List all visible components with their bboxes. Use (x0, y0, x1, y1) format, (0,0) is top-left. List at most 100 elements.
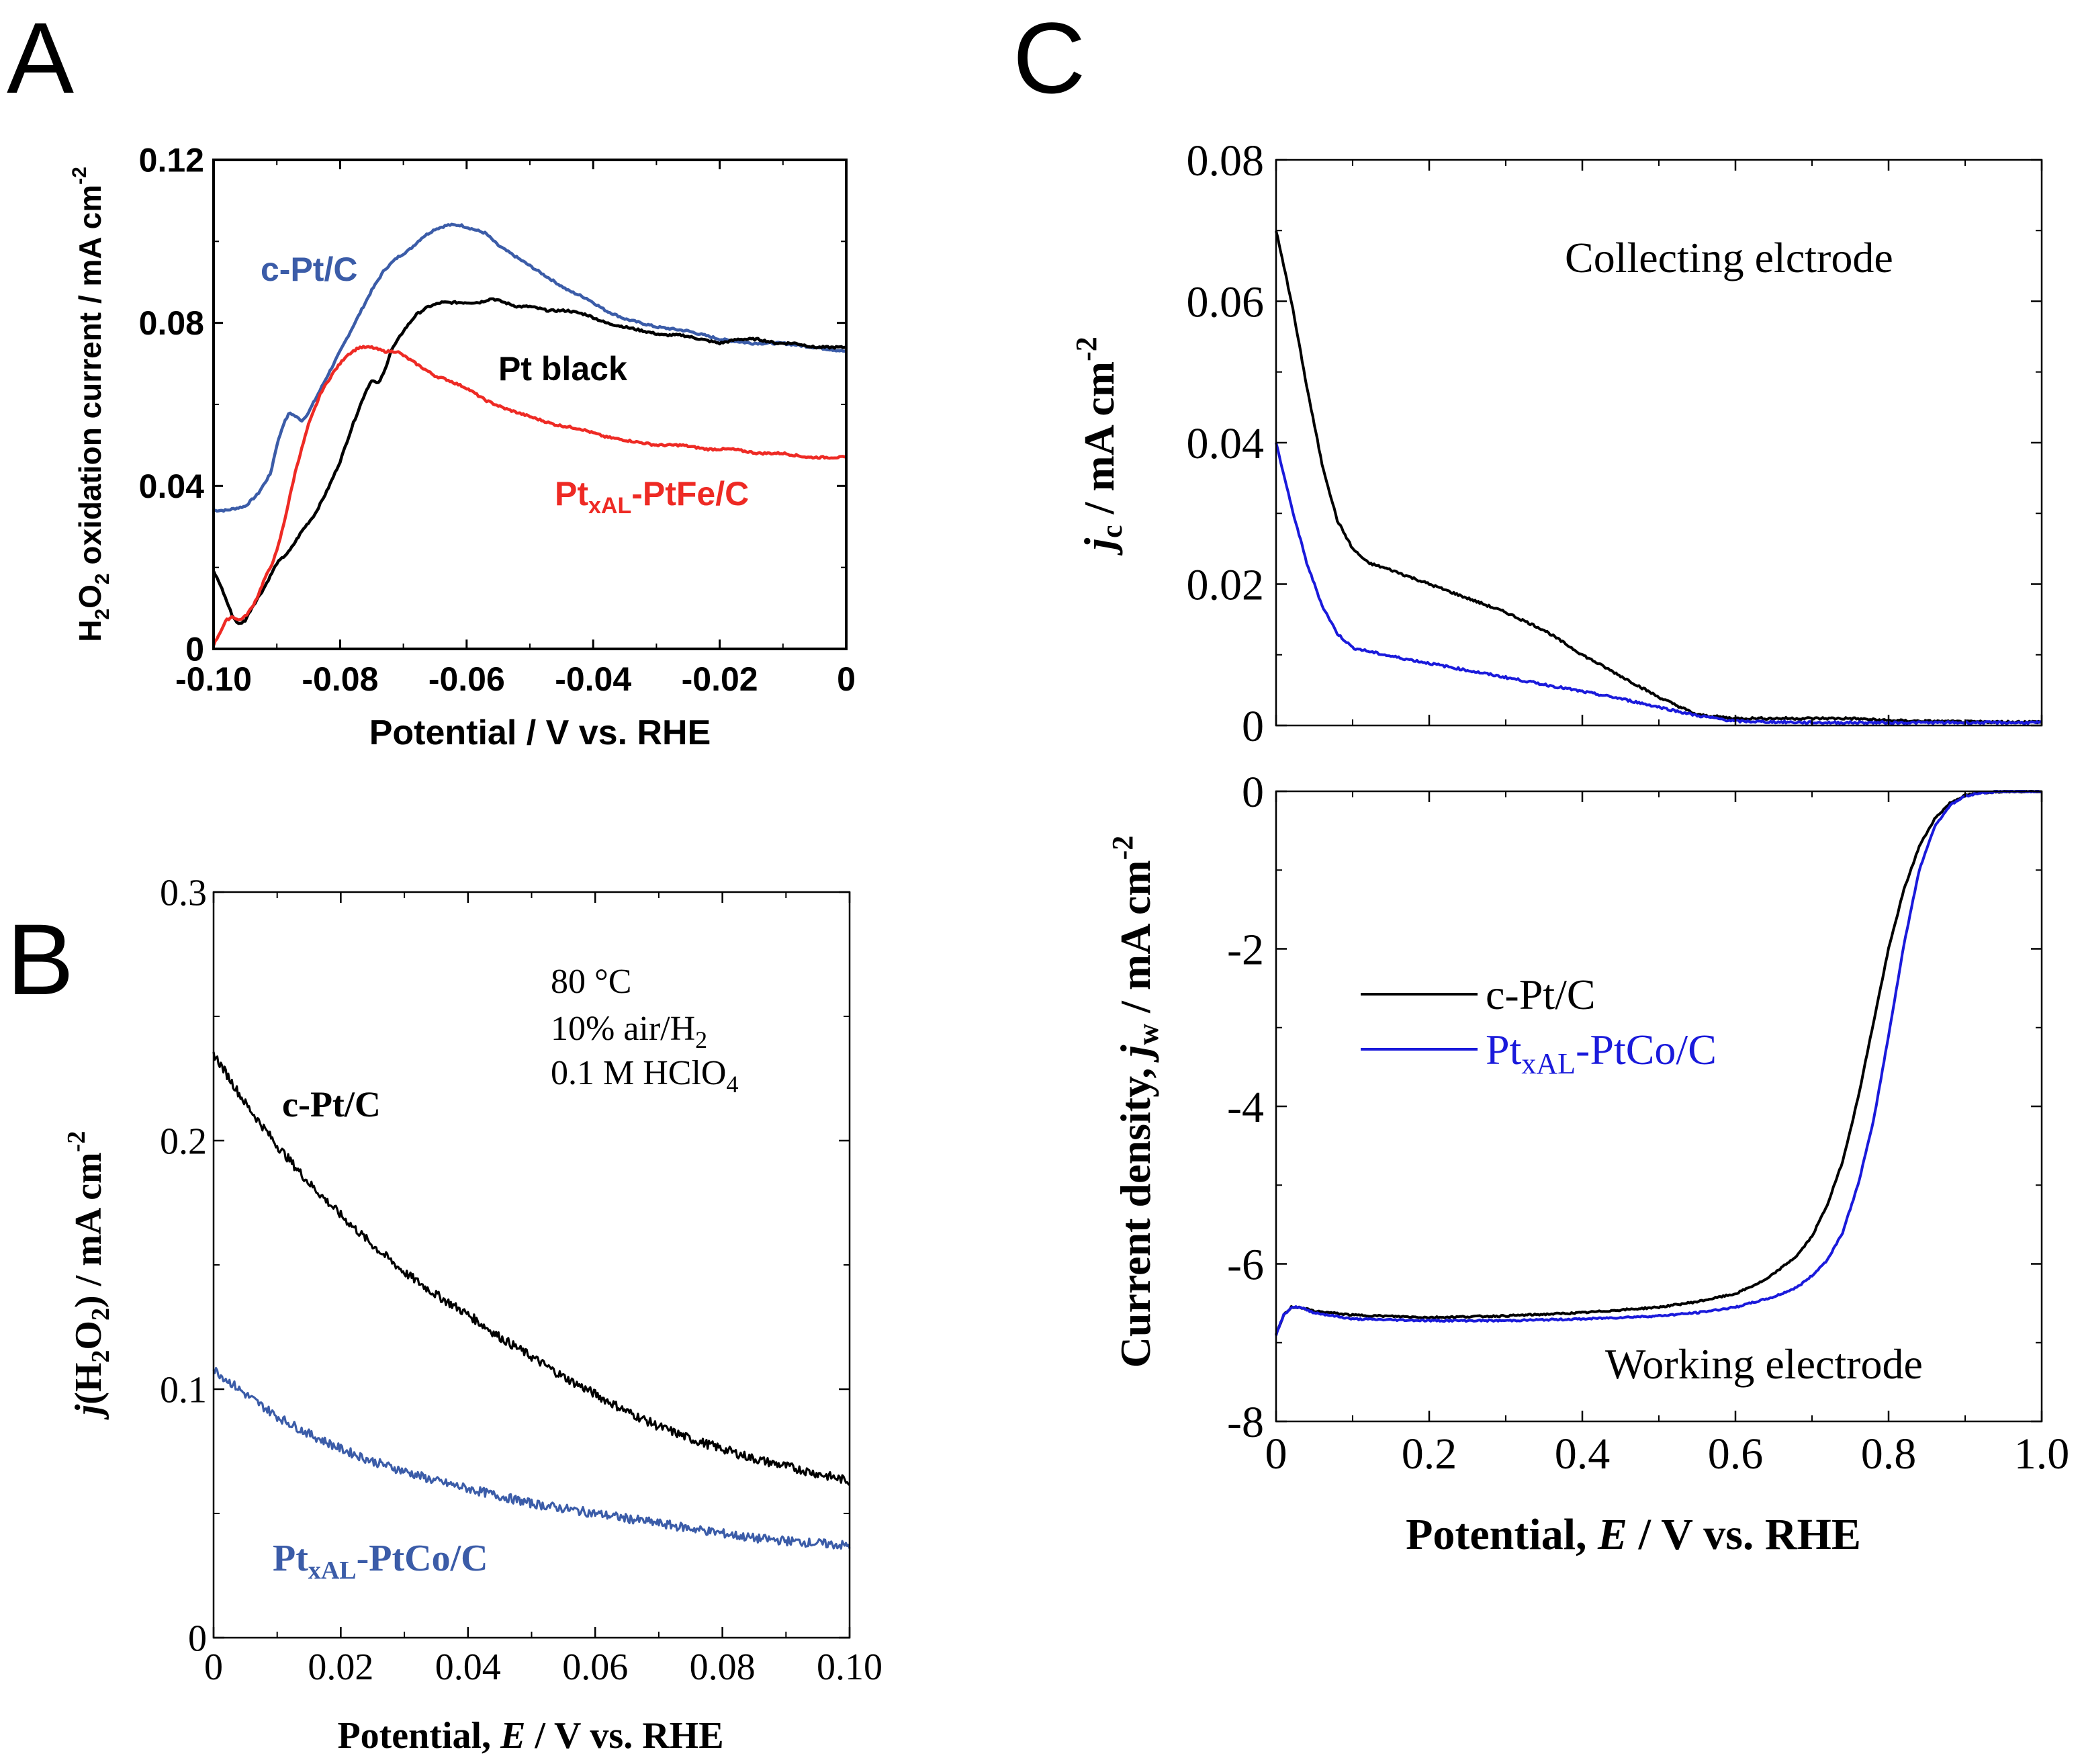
series-line-ptxal-ptco-c (212, 1366, 851, 1550)
x-tick-label: 0 (204, 1646, 223, 1688)
panel-b-condition-2-main: 10% air/H (551, 1010, 695, 1048)
panel-a-label-ptfe-sub: xAL (588, 493, 631, 519)
panel-c-bottom-y-title-a: Current density, (1112, 1057, 1159, 1368)
panel-b-condition-3: 0.1 M HClO4 (551, 1054, 738, 1098)
y-tick-label: 0.04 (1187, 419, 1265, 468)
x-tick-label: -0.04 (555, 660, 631, 698)
x-tick-label: 0.08 (690, 1646, 756, 1688)
panel-c-top-y-title-sub: c (1095, 525, 1128, 538)
panel-a-chart: -0.10 -0.08 -0.06 -0.04 -0.02 000.040.080.12 … (69, 142, 856, 753)
panel-c-bottom-y-axis-title: Current density, jw / mA cm-2 (1106, 836, 1165, 1368)
x-tick-label: -0.08 (302, 660, 378, 698)
series-line-c-pt-c (213, 222, 847, 513)
panel-b-label-ptco-sub: xAL (308, 1556, 357, 1585)
series-line-c-pt-c (1275, 230, 2042, 725)
panel-b-y-title-o: O (68, 1321, 109, 1350)
panel-b-label-ptco-main: Pt (273, 1538, 308, 1579)
panel-b-condition-2-sub: 2 (695, 1026, 707, 1053)
panel-c-bottom-y-title-exp: -2 (1106, 836, 1139, 861)
panel-a-y-title-sub1: 2 (91, 609, 114, 620)
x-tick-label: -0.10 (175, 660, 252, 698)
y-tick-label: -6 (1227, 1241, 1264, 1290)
x-tick-label: 0.06 (562, 1646, 628, 1688)
x-tick-label: -0.02 (682, 660, 758, 698)
legend-label-ptco-sub: xAL (1521, 1047, 1576, 1080)
y-tick-label: -4 (1227, 1083, 1264, 1132)
panel-b-label-cpt: c-Pt/C (282, 1084, 381, 1124)
y-tick-label: 0.2 (160, 1121, 207, 1163)
y-tick-label: 0.08 (1187, 136, 1265, 185)
series-line-c-pt-c (212, 1051, 850, 1487)
panel-c-x-title-a: Potential, (1406, 1510, 1598, 1559)
panel-c-top-y-title-rest: / mA cm (1075, 361, 1123, 525)
series-line-ptxal-ptco-c (1275, 790, 2042, 1336)
panel-b-y-title-j: j (68, 1404, 109, 1420)
panel-a-y-title-exp: -2 (69, 167, 91, 185)
panel-b-x-title-b: / V vs. RHE (525, 1715, 723, 1757)
panel-c-x-title-e: E (1597, 1510, 1627, 1559)
x-tick-label: 1.0 (2014, 1429, 2070, 1479)
panel-b-condition-2: 10% air/H2 (551, 1010, 707, 1053)
y-tick-label: -2 (1227, 926, 1264, 975)
series-line-c-pt-c (1275, 790, 2042, 1335)
panel-a-y-axis-title: H2O2 oxidation current / mA cm-2 (69, 167, 114, 642)
panel-c-top-y-title-j: j (1075, 538, 1123, 556)
y-tick-label: 0.1 (160, 1370, 207, 1411)
y-tick-label: 0 (188, 1618, 207, 1660)
panel-c-top-y-axis-title: jc / mA cm-2 (1070, 337, 1128, 556)
legend-label-ptco: PtxAL-PtCo/C (1486, 1026, 1717, 1080)
y-tick-label: -8 (1227, 1398, 1264, 1447)
panel-a-label-ptfe-rest: -PtFe/C (631, 475, 749, 513)
panel-a-label-cpt: c-Pt/C (261, 251, 357, 288)
panel-b-x-title-a: Potential, (337, 1715, 500, 1757)
panel-b-y-title-sub1: 2 (87, 1350, 115, 1363)
y-tick-label: 0.08 (139, 304, 204, 342)
panel-c-top-title: Collecting elctrode (1565, 234, 1893, 281)
panel-a-x-axis-title: Potential / V vs. RHE (369, 713, 711, 752)
y-tick-label: 0.06 (1187, 278, 1265, 327)
panel-a-y-title-rest: oxidation current / mA cm (73, 185, 107, 574)
panel-c-top-y-title-exp: -2 (1070, 337, 1103, 361)
x-tick-label: 0.8 (1861, 1429, 1917, 1479)
x-tick-label: 0.10 (817, 1646, 882, 1688)
panel-b-y-title-sub2: 2 (87, 1308, 115, 1321)
panel-c-bottom-x-axis-title: Potential, E / V vs. RHE (1406, 1510, 1861, 1559)
panel-letter-c: C (1013, 1, 1085, 114)
panel-a-y-title-h: H (73, 620, 107, 642)
panel-a-label-ptblack: Pt black (498, 350, 627, 388)
panel-b-y-title-rest: ) / mA cm (68, 1152, 109, 1308)
panel-c-bottom-y-title-rest: / mA cm (1112, 860, 1159, 1024)
x-tick-label: 0.4 (1555, 1429, 1611, 1479)
panel-a-label-ptfe-main: Pt (555, 475, 588, 513)
panel-b-condition-1: 80 °C (551, 963, 631, 1001)
x-tick-label: 0 (1265, 1429, 1287, 1479)
y-tick-label: 0 (1242, 702, 1264, 751)
x-tick-label: 0 (837, 660, 856, 698)
y-tick-label: 0.02 (1187, 561, 1265, 610)
panel-b-y-title-exp: -2 (62, 1131, 91, 1153)
panel-a-y-title-o: O (73, 584, 107, 609)
panel-c-x-title-b: / V vs. RHE (1627, 1510, 1861, 1559)
panel-b-x-axis-title: Potential, E / V vs. RHE (337, 1715, 723, 1757)
panel-c-bottom-plot-frame (1275, 790, 2043, 1423)
panel-c-top-chart: 0 0.02 0.04 0.06 0.08 Collecting elctrode jc… (1070, 136, 2043, 751)
y-tick-label: 0.12 (139, 142, 204, 179)
panel-b-condition-3-sub: 4 (726, 1071, 738, 1098)
panel-letter-b: B (7, 903, 74, 1016)
y-tick-label: 0 (1242, 768, 1264, 817)
panel-b-condition-3-main: 0.1 M HClO (551, 1054, 726, 1092)
panel-b-y-title-open: (H (68, 1363, 109, 1405)
legend-label-ptco-main: Pt (1486, 1026, 1522, 1073)
panel-b-y-axis-title: j(H2O2) / mA cm-2 (62, 1131, 115, 1421)
panel-letter-a: A (7, 1, 74, 114)
y-tick-label: 0.04 (139, 468, 205, 505)
x-tick-label: 0.04 (435, 1646, 501, 1688)
series-line-pt-black (212, 297, 847, 625)
panel-c-bottom-chart: 0 0.2 0.4 0.6 0.8 1.0 -8 -6 -4 -2 0 Working electr… (1106, 768, 2069, 1559)
panel-b-label-ptco: PtxAL-PtCo/C (273, 1538, 488, 1585)
panel-c-bottom-y-title-sub: w (1132, 1024, 1165, 1045)
x-tick-label: 0.02 (308, 1646, 373, 1688)
panel-b-chart: 0 0.02 0.04 0.06 0.08 0.10 0 0.1 0.2 0.3 80 °C 10… (62, 873, 882, 1757)
panel-b-label-ptco-rest: -PtCo/C (357, 1538, 488, 1579)
x-tick-label: 0.6 (1708, 1429, 1764, 1479)
